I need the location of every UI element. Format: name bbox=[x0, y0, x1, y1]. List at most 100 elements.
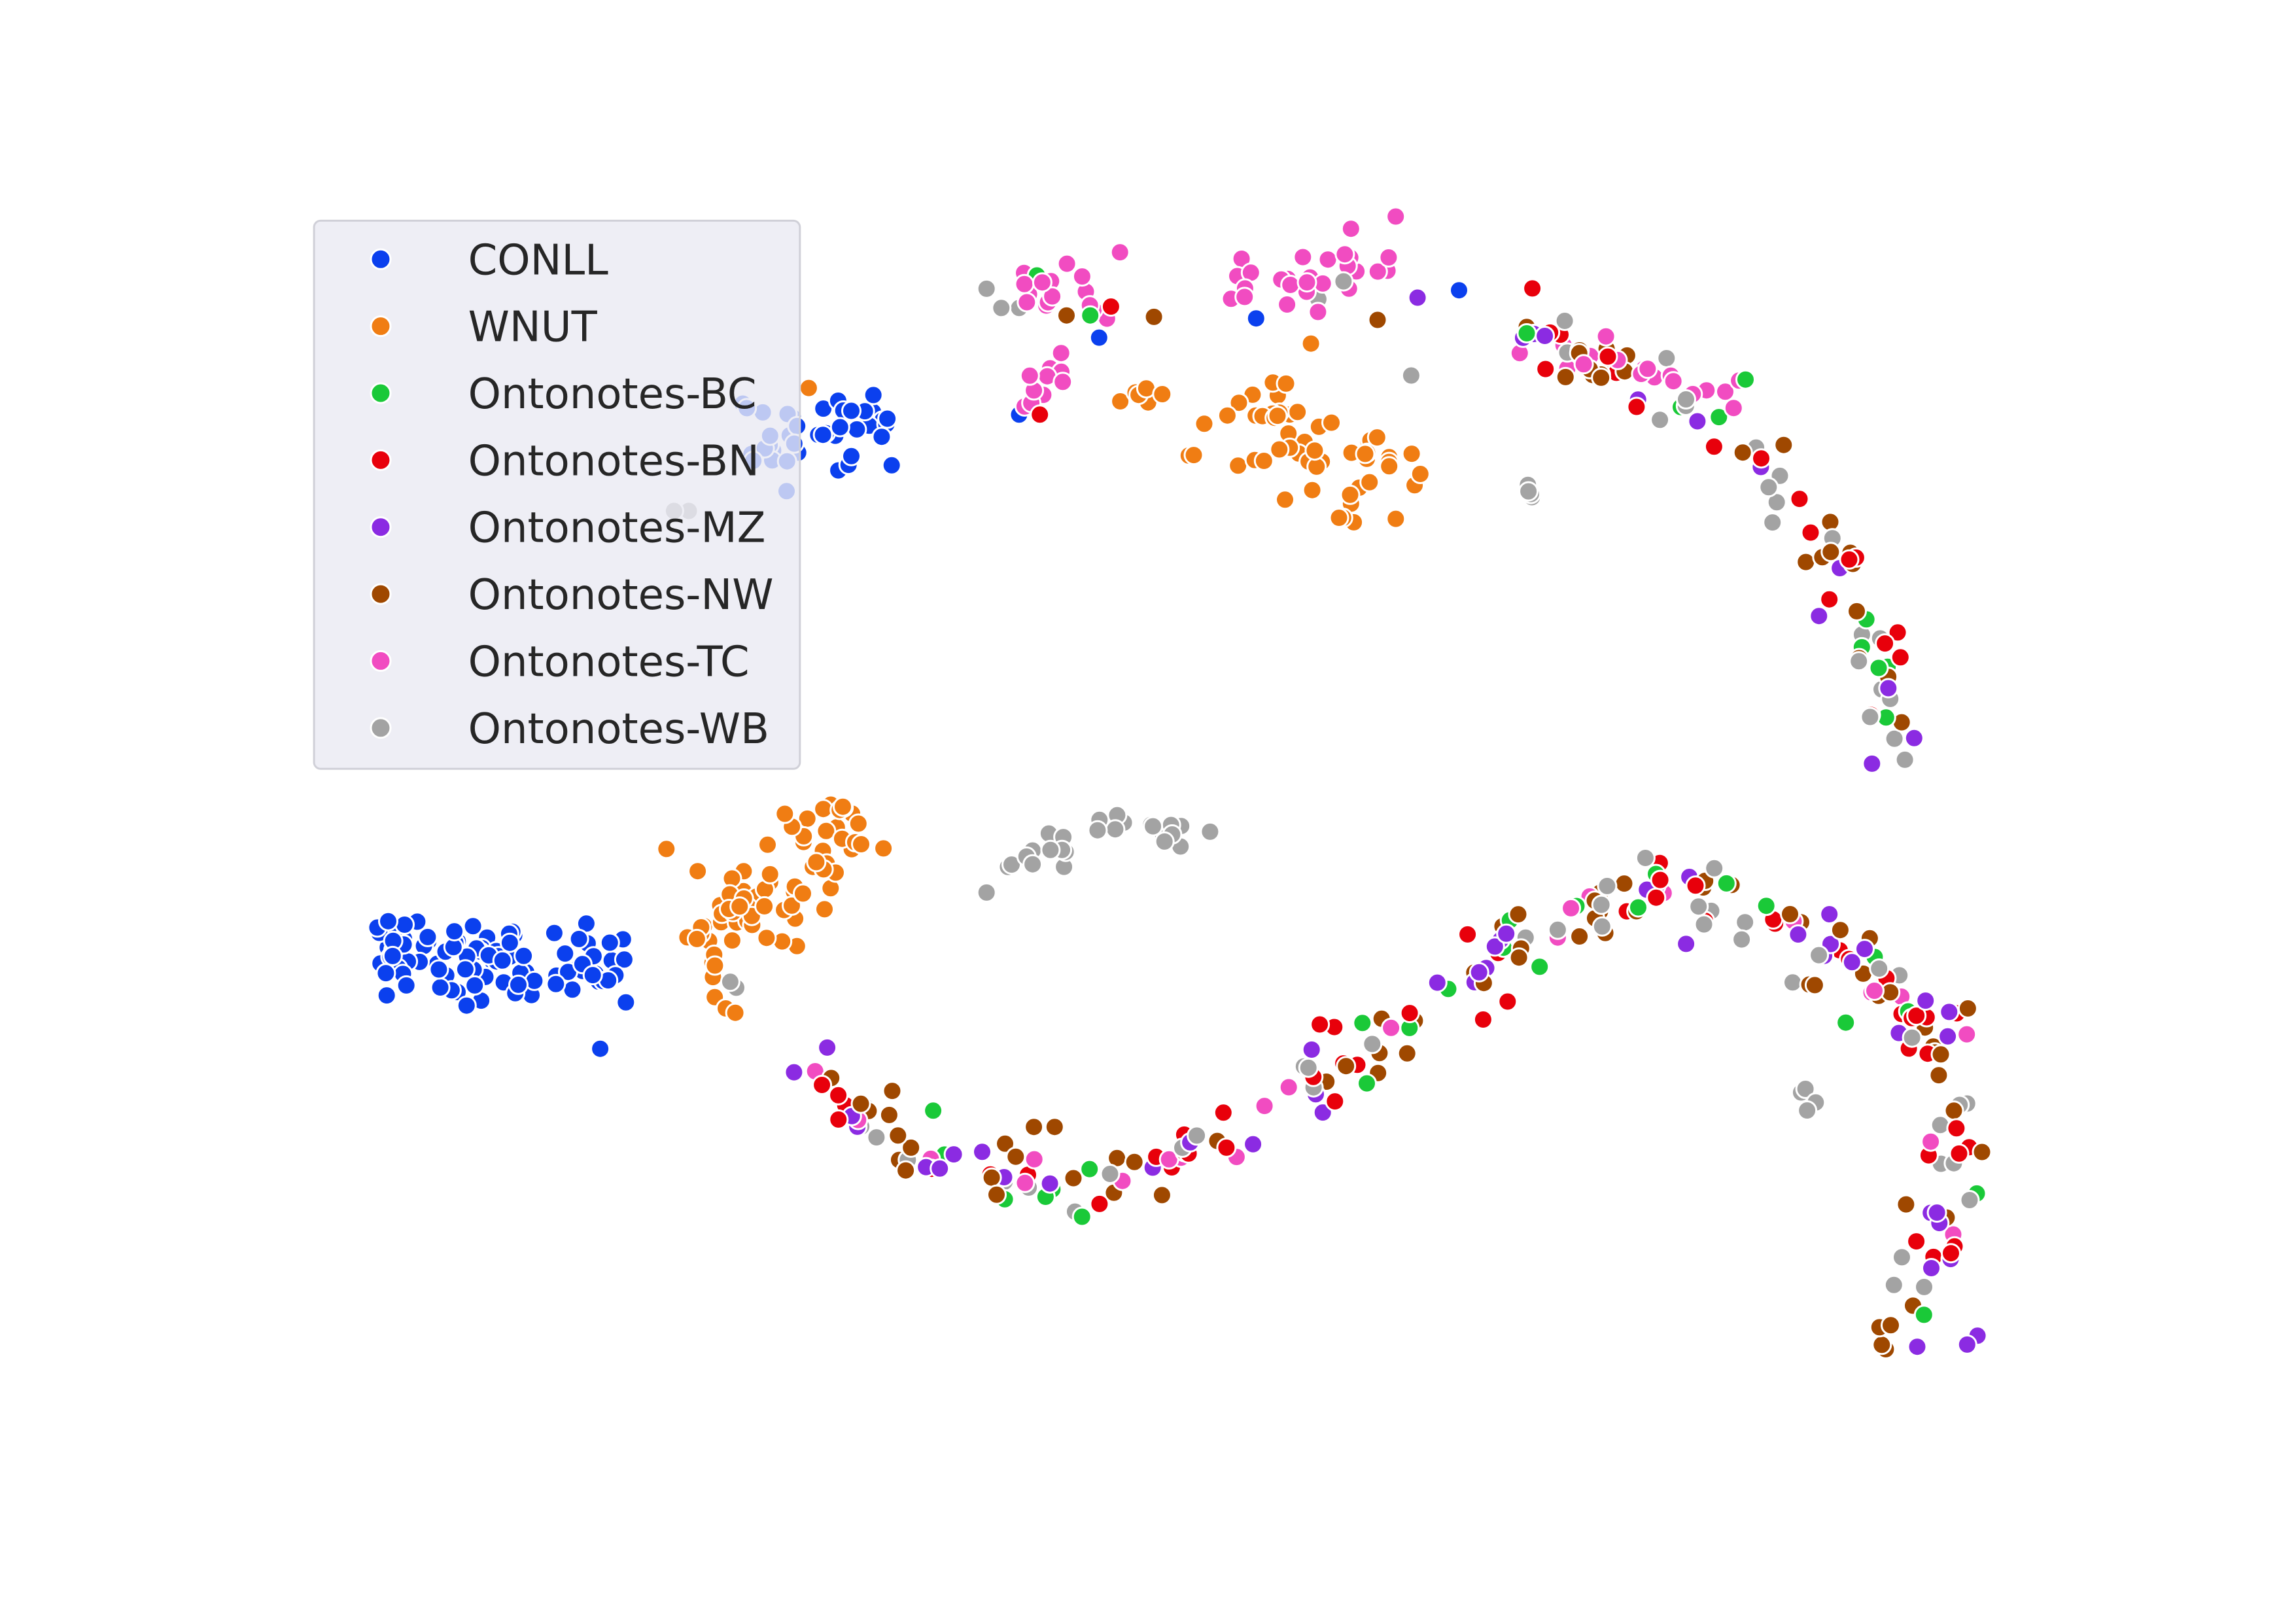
data-point-conll bbox=[508, 974, 529, 995]
data-point-ontonotes-bn bbox=[1457, 924, 1478, 945]
data-point-ontonotes-nw bbox=[1780, 903, 1800, 924]
data-point-wnut bbox=[1359, 472, 1380, 493]
legend-label-ontonotes-mz: Ontonotes-MZ bbox=[468, 504, 766, 553]
data-point-conll bbox=[378, 911, 398, 932]
data-point-ontonotes-nw bbox=[1881, 1315, 1901, 1336]
data-point-ontonotes-tc bbox=[1573, 354, 1594, 375]
legend-frame bbox=[313, 219, 801, 770]
data-point-conll bbox=[455, 959, 476, 980]
legend-marker-conll bbox=[370, 248, 392, 270]
data-point-ontonotes-wb bbox=[1892, 1247, 1912, 1268]
data-point-ontonotes-nw bbox=[1957, 998, 1978, 1019]
data-point-ontonotes-wb bbox=[1022, 854, 1043, 875]
data-point-ontonotes-nw bbox=[1820, 542, 1841, 563]
data-point-conll bbox=[499, 932, 520, 953]
legend-label-ontonotes-wb: Ontonotes-WB bbox=[468, 705, 769, 754]
legend-label-ontonotes-bn: Ontonotes-BN bbox=[468, 437, 759, 485]
data-point-conll bbox=[590, 1038, 611, 1059]
data-point-conll bbox=[544, 922, 565, 943]
data-point-ontonotes-wb bbox=[1809, 945, 1830, 966]
data-point-ontonotes-nw bbox=[1044, 1117, 1065, 1138]
data-point-wnut bbox=[1287, 402, 1308, 423]
data-point-wnut bbox=[1276, 373, 1296, 394]
data-point-ontonotes-bc bbox=[1079, 1159, 1100, 1179]
data-point-ontonotes-bc bbox=[1529, 956, 1550, 977]
data-point-ontonotes-bn bbox=[1089, 1193, 1110, 1214]
data-point-ontonotes-tc bbox=[1109, 242, 1130, 263]
data-point-ontonotes-nw bbox=[1591, 367, 1612, 388]
data-point-wnut bbox=[1217, 405, 1238, 426]
data-point-ontonotes-bn bbox=[1472, 1009, 1493, 1030]
data-point-ontonotes-bn bbox=[828, 1109, 849, 1130]
data-point-ontonotes-mz bbox=[1535, 326, 1556, 346]
legend-marker-ontonotes-bc bbox=[370, 382, 392, 404]
data-point-wnut bbox=[1340, 484, 1361, 505]
data-point-conll bbox=[1245, 308, 1266, 329]
data-point-ontonotes-wb bbox=[1100, 1164, 1121, 1184]
data-point-ontonotes-wb bbox=[1694, 914, 1714, 935]
data-point-ontonotes-bn bbox=[1100, 296, 1121, 317]
data-point-ontonotes-mz bbox=[1921, 1258, 1941, 1278]
data-point-ontonotes-bc bbox=[1756, 896, 1777, 916]
data-point-ontonotes-tc bbox=[1561, 898, 1582, 918]
data-point-ontonotes-tc bbox=[1637, 358, 1658, 379]
data-point-conll bbox=[1088, 327, 1109, 348]
data-point-wnut bbox=[1152, 384, 1173, 404]
data-point-wnut bbox=[806, 852, 827, 873]
data-point-ontonotes-mz bbox=[1243, 1134, 1264, 1155]
data-point-wnut bbox=[1355, 444, 1376, 464]
data-point-conll bbox=[375, 963, 396, 984]
data-point-ontonotes-bc bbox=[923, 1100, 944, 1121]
data-point-ontonotes-nw bbox=[1063, 1168, 1084, 1189]
data-point-wnut bbox=[1385, 508, 1406, 529]
data-point-ontonotes-bn bbox=[1399, 1003, 1420, 1024]
data-point-ontonotes-nw bbox=[1151, 1185, 1172, 1206]
data-point-wnut bbox=[1275, 489, 1295, 510]
data-point-ontonotes-mz bbox=[1407, 287, 1428, 308]
data-point-ontonotes-nw bbox=[896, 1160, 916, 1181]
data-point-conll bbox=[841, 445, 861, 466]
data-point-ontonotes-mz bbox=[1496, 923, 1517, 944]
data-point-ontonotes-nw bbox=[1056, 305, 1077, 326]
data-point-ontonotes-wb bbox=[1298, 1057, 1319, 1078]
data-point-ontonotes-mz bbox=[1841, 952, 1862, 973]
data-point-wnut bbox=[1410, 464, 1431, 484]
data-point-ontonotes-bn bbox=[1213, 1102, 1234, 1123]
data-point-ontonotes-wb bbox=[991, 298, 1012, 319]
data-point-conll bbox=[396, 975, 417, 996]
data-point-ontonotes-bn bbox=[1789, 489, 1810, 510]
data-point-ontonotes-tc bbox=[1864, 981, 1885, 1001]
data-point-wnut bbox=[1329, 508, 1349, 528]
data-point-ontonotes-bn bbox=[1650, 869, 1671, 890]
data-point-ontonotes-nw bbox=[1124, 1151, 1145, 1172]
data-point-wnut bbox=[729, 896, 750, 917]
data-point-ontonotes-wb bbox=[1547, 919, 1568, 940]
data-point-wnut bbox=[725, 1002, 746, 1023]
data-point-ontonotes-bc bbox=[1709, 407, 1730, 428]
legend-marker-ontonotes-wb bbox=[370, 717, 392, 739]
data-point-conll bbox=[863, 385, 884, 406]
data-point-ontonotes-mz bbox=[1687, 411, 1708, 432]
data-point-ontonotes-wb bbox=[1650, 410, 1671, 430]
data-point-ontonotes-mz bbox=[930, 1158, 950, 1179]
legend-label-wnut: WNUT bbox=[468, 304, 598, 352]
legend-items: CONLL WNUT Ontonotes-BC Ontonotes-BN Ontonot… bbox=[370, 236, 774, 754]
data-point-ontonotes-nw bbox=[1508, 947, 1529, 968]
data-point-ontonotes-mz bbox=[817, 1037, 838, 1058]
data-point-ontonotes-mz bbox=[1484, 936, 1505, 957]
data-point-ontonotes-wb bbox=[1758, 477, 1779, 498]
data-point-ontonotes-tc bbox=[1293, 247, 1313, 268]
data-point-ontonotes-tc bbox=[1254, 1096, 1275, 1117]
points-layer bbox=[367, 206, 1992, 1359]
data-point-ontonotes-wb bbox=[1783, 972, 1803, 993]
data-point-ontonotes-tc bbox=[1723, 398, 1744, 419]
data-point-wnut bbox=[814, 899, 835, 920]
data-point-ontonotes-wb bbox=[1930, 1115, 1951, 1136]
legend-marker-ontonotes-mz bbox=[370, 516, 392, 538]
data-point-wnut bbox=[851, 834, 871, 854]
data-point-ontonotes-bc bbox=[1071, 1206, 1092, 1227]
data-point-ontonotes-bn bbox=[1325, 1091, 1346, 1112]
data-point-ontonotes-bn bbox=[1646, 887, 1667, 908]
data-point-ontonotes-nw bbox=[1796, 551, 1817, 572]
data-point-conll bbox=[444, 921, 465, 942]
